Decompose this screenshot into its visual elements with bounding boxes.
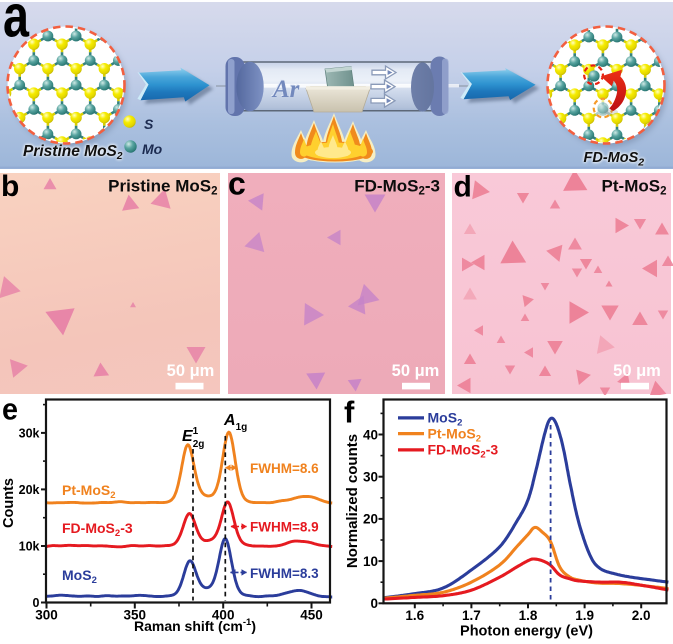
svg-text:Mo: Mo [142,141,163,157]
svg-text:20k: 20k [19,483,40,497]
svg-text:Pristine MoS2: Pristine MoS2 [23,143,123,162]
svg-text:S: S [144,116,154,132]
svg-text:a: a [3,0,29,50]
svg-text:d: d [454,173,472,204]
svg-text:1.7: 1.7 [462,608,481,623]
svg-text:FD-MoS2-3: FD-MoS2-3 [428,442,499,461]
svg-text:MoS2: MoS2 [428,410,463,429]
svg-text:FWHM=8.3: FWHM=8.3 [250,566,319,581]
svg-text:2.0: 2.0 [632,608,651,623]
svg-text:350: 350 [124,608,147,623]
svg-text:Pristine MoS2: Pristine MoS2 [108,176,217,197]
svg-text:Raman shift (cm-1): Raman shift (cm-1) [134,617,256,634]
svg-text:f: f [344,395,355,430]
svg-text:10k: 10k [19,540,40,554]
svg-text:FD-MoS2: FD-MoS2 [584,150,645,169]
svg-text:1.9: 1.9 [575,608,594,623]
svg-text:Pt-MoS2: Pt-MoS2 [62,482,116,501]
svg-text:b: b [1,173,19,203]
svg-text:20: 20 [363,512,378,527]
svg-text:FD-MoS2-3: FD-MoS2-3 [62,520,133,539]
svg-text:1.8: 1.8 [519,608,538,623]
svg-text:Pt-MoS2: Pt-MoS2 [602,176,667,197]
svg-text:Normalized counts: Normalized counts [344,434,361,568]
svg-text:Pt-MoS2: Pt-MoS2 [428,425,482,444]
svg-text:1.6: 1.6 [405,608,424,623]
svg-text:e: e [2,395,18,427]
svg-text:A1g: A1g [223,412,247,433]
svg-text:Counts: Counts [1,478,17,528]
svg-text:MoS2: MoS2 [62,567,97,586]
svg-text:FWHM=8.6: FWHM=8.6 [250,461,319,476]
svg-text:0: 0 [370,596,378,611]
svg-text:FD-MoS2-3: FD-MoS2-3 [354,176,440,197]
svg-text:c: c [228,173,246,202]
svg-text:40: 40 [363,427,378,442]
svg-text:Ar: Ar [271,76,300,103]
svg-text:450: 450 [300,608,323,623]
svg-text:FWHM=8.9: FWHM=8.9 [250,520,319,535]
svg-text:Photon energy (eV): Photon energy (eV) [460,624,593,640]
svg-text:400: 400 [212,608,235,623]
svg-text:50 μm: 50 μm [392,362,440,380]
svg-text:30k: 30k [19,426,40,440]
svg-text:30: 30 [363,470,378,485]
svg-text:50 μm: 50 μm [167,362,215,380]
svg-text:50 μm: 50 μm [613,362,661,380]
svg-text:Ar: Ar [270,75,299,102]
svg-text:300: 300 [35,608,58,623]
svg-text:0: 0 [33,596,40,610]
svg-text:10: 10 [363,554,378,569]
